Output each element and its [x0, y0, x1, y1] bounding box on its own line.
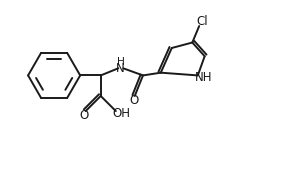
Text: O: O — [80, 109, 89, 122]
Text: O: O — [130, 94, 139, 107]
Text: OH: OH — [113, 107, 131, 120]
Text: H: H — [117, 57, 124, 67]
Text: NH: NH — [195, 71, 213, 84]
Text: Cl: Cl — [197, 15, 208, 28]
Text: N: N — [116, 62, 125, 75]
